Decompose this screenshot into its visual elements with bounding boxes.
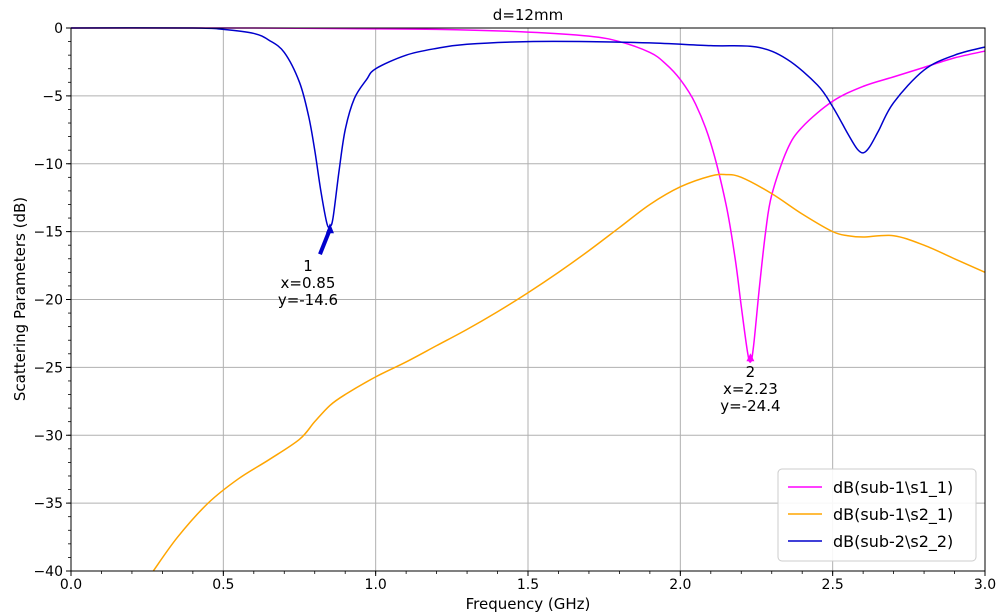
y-tick-label: 0 — [54, 21, 63, 37]
marker-1-pointer — [318, 228, 332, 255]
y-tick-label: −5 — [42, 89, 63, 105]
x-tick-label: 2.5 — [822, 577, 844, 593]
x-tick-label: 0.0 — [60, 577, 82, 593]
legend-label-2: dB(sub-2\s2_2) — [833, 532, 953, 552]
x-tick-label: 0.5 — [212, 577, 234, 593]
marker-2-arrowhead — [746, 353, 755, 362]
legend-label-1: dB(sub-1\s2_1) — [833, 505, 953, 525]
marker-2-x-value: x=2.23 — [723, 380, 778, 398]
marker-1-y-value: y=-14.6 — [278, 291, 338, 309]
marker-1-arrowhead — [325, 223, 334, 234]
marker-1-x-value: x=0.85 — [281, 274, 336, 292]
series-line-1 — [152, 173, 986, 572]
y-axis-label: Scattering Parameters (dB) — [11, 197, 29, 401]
x-tick-label: 1.0 — [365, 577, 387, 593]
y-tick-label: −10 — [33, 157, 63, 173]
y-tick-label: −25 — [33, 360, 63, 376]
y-tick-label: −30 — [33, 428, 63, 444]
y-tick-label: −40 — [33, 564, 63, 580]
x-tick-label: 3.0 — [974, 577, 996, 593]
marker-1-id: 1 — [303, 257, 313, 275]
series-line-2 — [70, 27, 986, 229]
chart-title: d=12mm — [493, 6, 563, 24]
data-markers: 1x=0.85y=-14.6 2x=2.23y=-24.4 — [278, 223, 781, 415]
legend: dB(sub-1\s1_1) dB(sub-1\s2_1) dB(sub-2\s2_… — [777, 468, 977, 562]
series-line-0 — [71, 27, 986, 363]
legend-label-0: dB(sub-1\s1_1) — [833, 478, 953, 498]
marker-2-id: 2 — [746, 363, 756, 381]
x-axis-label: Frequency (GHz) — [466, 595, 591, 613]
y-tick-label: −35 — [33, 496, 63, 512]
x-tick-label: 2.0 — [669, 577, 691, 593]
x-tick-label: 1.5 — [517, 577, 539, 593]
axis-ticks: 0.0 0.5 1.0 1.5 2.0 2.5 3.0 0 −5 −10 −15 −20 −25 −30 −… — [33, 21, 996, 593]
y-tick-label: −20 — [33, 293, 63, 309]
series-lines — [70, 27, 986, 572]
y-tick-label: −15 — [33, 225, 63, 241]
marker-2-y-value: y=-24.4 — [720, 397, 780, 415]
legend-frame — [777, 468, 977, 562]
